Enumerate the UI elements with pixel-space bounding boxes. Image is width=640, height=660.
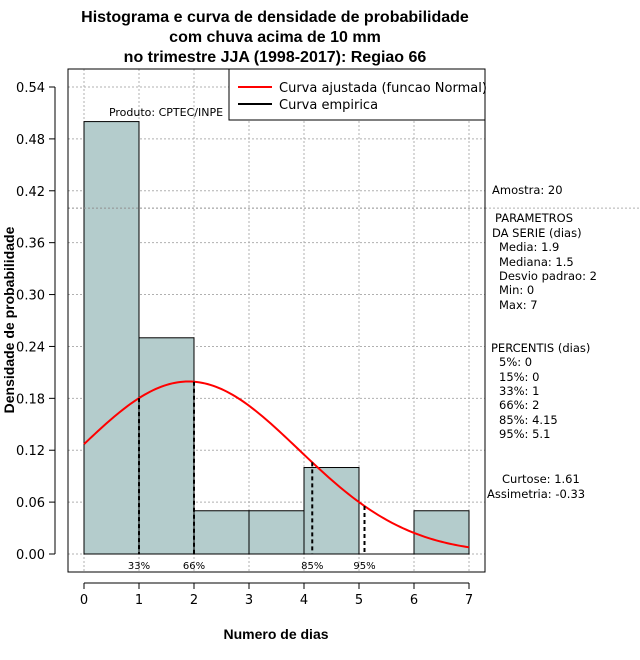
histogram-bar-1 — [138, 337, 195, 555]
y-tick-label-5: 0.30 — [16, 289, 45, 304]
legend: Curva ajustada (funcao Normal) Curva emp… — [228, 68, 487, 121]
stats-percentile-33: 33%: 1 — [499, 384, 539, 398]
stats-param-min: Min: 0 — [499, 283, 534, 297]
stats-param-median: Mediana: 1.5 — [499, 255, 574, 269]
stats-param-sd: Desvio padrao: 2 — [499, 269, 597, 283]
stats-skewness: Assimetria: -0.33 — [487, 487, 585, 501]
stats-percentile-66: 66%: 2 — [499, 398, 539, 412]
stats-panel: Amostra: 20 PARAMETROS DA SERIE (dias) M… — [487, 183, 597, 501]
stats-param-mean: Media: 1.9 — [499, 240, 559, 254]
chart-title-line-1: Histograma e curva de densidade de proba… — [81, 9, 469, 26]
chart-title-line-2: com chuva acima de 10 mm — [169, 29, 381, 46]
stats-percentile-95: 95%: 5.1 — [499, 427, 550, 441]
stats-percentiles-title: PERCENTIS (dias) — [491, 341, 590, 355]
product-label: Produto: CPTEC/INPE — [109, 106, 223, 119]
y-tick-label-7: 0.42 — [16, 185, 45, 200]
histogram-bar-0 — [83, 121, 140, 555]
x-tick-label-1: 1 — [135, 593, 143, 608]
x-tick-label-2: 2 — [190, 593, 198, 608]
x-tick-label-5: 5 — [355, 593, 363, 608]
percentile-label-0: 33% — [128, 561, 150, 572]
normal-curve-group — [83, 380, 470, 549]
stats-params-title-2: DA SERIE (dias) — [492, 226, 582, 240]
percentile-label-3: 95% — [353, 561, 375, 572]
y-tick-label-3: 0.18 — [16, 392, 45, 407]
x-tick-label-6: 6 — [410, 593, 418, 608]
stats-params-title-1: PARAMETROS — [495, 211, 573, 225]
histogram-bar-4 — [303, 467, 360, 555]
y-tick-label-9: 0.54 — [16, 81, 45, 96]
y-axis-label: Densidade de probabilidade — [1, 226, 17, 413]
stats-kurtosis: Curtose: 1.61 — [502, 472, 580, 486]
histogram-bar-3 — [248, 510, 305, 555]
legend-label-empirical: Curva empirica — [279, 98, 378, 113]
percentile-markers: 33% 66% 85% 95% — [128, 381, 376, 572]
percentile-label-2: 85% — [301, 561, 323, 572]
x-tick-label-3: 3 — [245, 593, 253, 608]
chart-title-line-3: no trimestre JJA (1998-2017): Regiao 66 — [124, 49, 427, 66]
y-tick-label-0: 0.00 — [16, 548, 45, 563]
stats-percentile-85: 85%: 4.15 — [499, 413, 558, 427]
histogram-bar-6 — [413, 510, 470, 555]
x-tick-label-7: 7 — [465, 593, 473, 608]
x-tick-label-4: 4 — [300, 593, 308, 608]
stats-percentile-15: 15%: 0 — [499, 370, 539, 384]
x-axis-label: Numero de dias — [223, 626, 328, 642]
legend-label-normal: Curva ajustada (funcao Normal) — [279, 81, 487, 96]
stats-sample: Amostra: 20 — [492, 183, 563, 197]
stats-percentile-5: 5%: 0 — [499, 355, 532, 369]
legend-box — [228, 68, 486, 121]
axes: 0 1 2 3 4 5 6 7 0.00 0.06 0.12 0.18 0.24 0.30 0.36 0.42… — [16, 81, 473, 608]
y-tick-label-1: 0.06 — [16, 496, 45, 511]
percentile-label-1: 66% — [183, 561, 205, 572]
y-tick-label-2: 0.12 — [16, 444, 45, 459]
histogram-bars — [83, 121, 470, 555]
stats-param-max: Max: 7 — [499, 298, 538, 312]
y-tick-label-4: 0.24 — [16, 340, 45, 355]
y-tick-label-8: 0.48 — [16, 133, 45, 148]
normal-fit-curve — [83, 380, 470, 549]
y-tick-label-6: 0.36 — [16, 237, 45, 252]
histogram-bar-2 — [193, 510, 250, 555]
x-tick-label-0: 0 — [80, 593, 88, 608]
